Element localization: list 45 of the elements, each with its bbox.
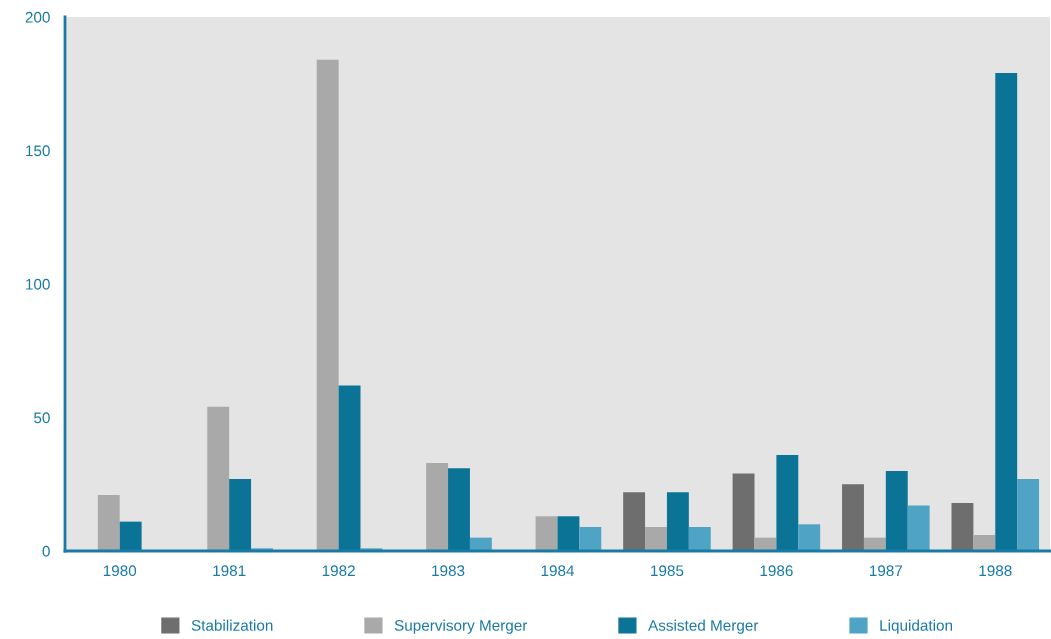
bar xyxy=(623,492,646,551)
legend-label: Assisted Merger xyxy=(648,619,759,634)
y-tick-label: 50 xyxy=(34,412,50,424)
bar xyxy=(732,473,755,551)
bar xyxy=(316,59,339,551)
legend-label: Liquidation xyxy=(880,619,953,634)
bar xyxy=(448,468,470,551)
x-tick-label: 1983 xyxy=(432,565,465,577)
x-tick-label: 1988 xyxy=(979,565,1012,577)
y-tick-label: 200 xyxy=(25,11,50,23)
bar xyxy=(207,406,230,551)
bar xyxy=(579,526,602,551)
legend-label: Supervisory Merger xyxy=(394,619,528,634)
bar xyxy=(973,534,996,551)
bar xyxy=(1017,478,1040,551)
x-tick-label: 1982 xyxy=(322,565,355,577)
bar xyxy=(863,537,886,551)
bar xyxy=(842,484,864,551)
bar xyxy=(907,505,930,551)
bar xyxy=(951,502,974,551)
x-tick-label: 1981 xyxy=(213,565,246,577)
bar xyxy=(557,516,580,551)
bar xyxy=(645,526,667,551)
bar xyxy=(229,478,252,551)
bar xyxy=(469,537,492,551)
bar xyxy=(688,526,711,551)
y-tick-label: 100 xyxy=(26,278,50,290)
bar xyxy=(338,385,361,551)
y-tick-label: 150 xyxy=(26,145,50,157)
bar xyxy=(426,462,449,551)
y-tick-label: 0 xyxy=(42,545,50,557)
bar xyxy=(995,73,1018,551)
x-tick-label: 1980 xyxy=(103,565,137,577)
bar xyxy=(885,470,908,551)
bar xyxy=(776,454,799,551)
bar xyxy=(798,524,821,551)
x-tick-label: 1986 xyxy=(760,565,793,577)
x-tick-label: 1984 xyxy=(541,565,575,577)
x-tick-label: 1987 xyxy=(870,565,903,577)
bar xyxy=(535,516,558,551)
bar xyxy=(666,492,689,551)
bar xyxy=(119,521,142,551)
legend-label: Stabilization xyxy=(191,619,273,631)
x-tick-label: 1985 xyxy=(651,565,684,577)
bar xyxy=(97,494,120,551)
